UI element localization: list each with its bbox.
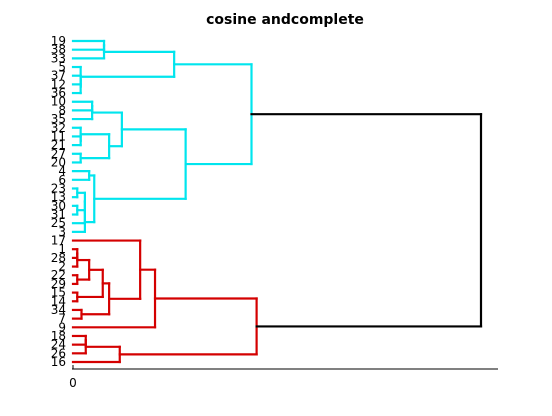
chart-title: cosine andcomplete: [206, 12, 364, 28]
leaf-label: 17: [51, 234, 66, 248]
leaf-label: 36: [51, 86, 66, 100]
leaf-label: 21: [51, 138, 66, 152]
leaf-label: 14: [51, 294, 66, 308]
plot-area: [71, 39, 483, 364]
leaf-label: 4: [58, 164, 66, 178]
leaf-label: 13: [51, 190, 66, 204]
leaf-label: 10: [51, 95, 66, 109]
leaf-label: 35: [51, 112, 66, 126]
leaf-label: 9: [58, 320, 66, 334]
leaf-label: 33: [51, 51, 66, 65]
leaf-labels: 1938335371236108353211212720462313303125…: [51, 34, 66, 369]
leaf-label: 27: [51, 147, 66, 161]
leaf-label: 18: [51, 329, 66, 343]
leaf-label: 25: [51, 216, 66, 230]
leaf-label: 23: [51, 181, 66, 195]
leaf-label: 16: [51, 355, 66, 369]
leaf-label: 8: [58, 103, 66, 117]
leaf-label: 12: [51, 77, 66, 91]
leaf-label: 3: [58, 225, 66, 239]
x-tick-label: 0: [69, 376, 77, 390]
leaf-label: 20: [51, 155, 66, 169]
leaf-label: 29: [51, 277, 66, 291]
leaf-label: 26: [51, 346, 66, 360]
leaf-label: 32: [51, 121, 66, 135]
leaf-label: 2: [58, 260, 66, 274]
leaf-label: 7: [58, 312, 66, 326]
leaf-label: 24: [51, 338, 66, 352]
leaf-label: 19: [51, 34, 66, 48]
leaf-label: 15: [51, 286, 66, 300]
leaf-label: 5: [58, 60, 66, 74]
leaf-label: 31: [51, 208, 66, 222]
leaf-label: 11: [51, 129, 66, 143]
leaf-label: 38: [51, 43, 66, 57]
x-axis: 0: [69, 365, 498, 390]
leaf-label: 37: [51, 69, 66, 83]
leaf-label: 34: [51, 303, 66, 317]
leaf-label: 6: [58, 173, 66, 187]
leaf-label: 28: [51, 251, 66, 265]
leaf-label: 22: [51, 268, 66, 282]
leaf-label: 1: [58, 242, 66, 256]
leaf-label: 30: [51, 199, 66, 213]
